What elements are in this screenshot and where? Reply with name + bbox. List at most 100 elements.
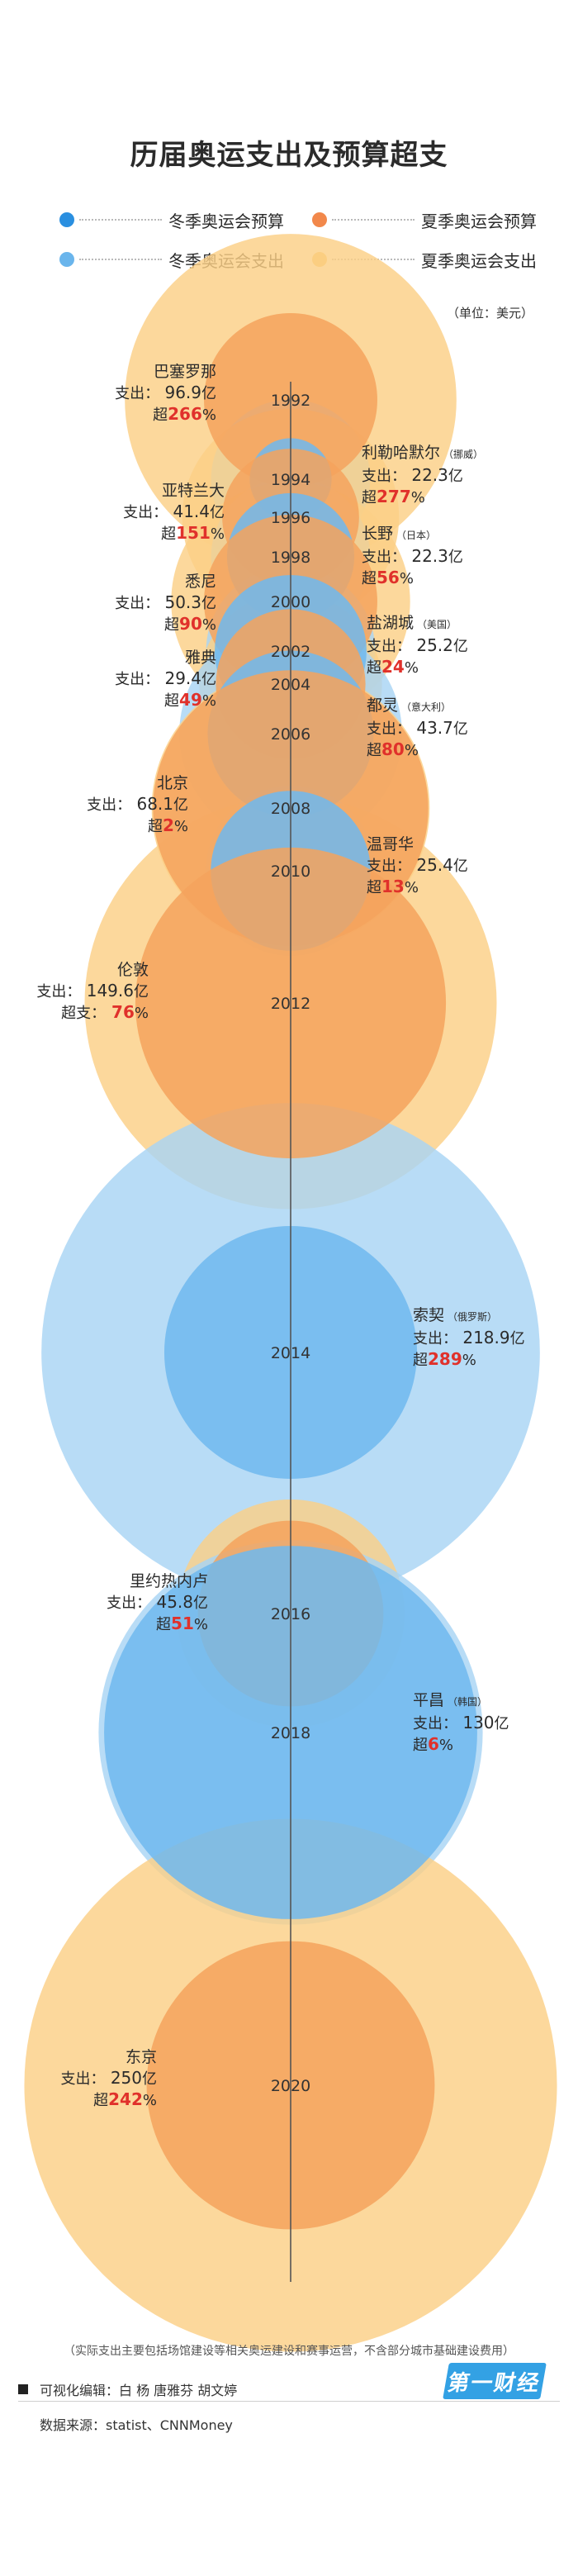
legend-connector — [332, 219, 415, 221]
game-label-2018: 平昌 （韩国） 支出： 130亿 超6% — [413, 1690, 509, 1756]
unit-label: （单位：美元） — [446, 306, 533, 321]
game-label-1994: 利勒哈默尔 （挪威） 支出： 22.3亿 超277% — [362, 443, 483, 508]
city-name: 北京 — [87, 773, 188, 794]
country-text: （意大利） — [401, 701, 452, 713]
legend-label-summer-budget: 夏季奥运会预算 — [421, 211, 537, 231]
country-text: （挪威） — [443, 449, 484, 460]
city-text: 巴塞罗那 — [153, 363, 216, 381]
spend-value: 支出： 218.9亿 — [413, 1328, 525, 1347]
overrun-value: 超289% — [413, 1349, 476, 1369]
spend-value: 支出： 29.4亿 — [115, 668, 216, 688]
city-name: 平昌 （韩国） — [413, 1690, 509, 1713]
city-name: 巴塞罗那 — [115, 362, 216, 383]
spend-value: 支出： 250亿 — [60, 2068, 157, 2088]
country-text: （俄罗斯） — [448, 1311, 498, 1323]
city-text: 雅典 — [184, 649, 216, 667]
game-label-2014: 索契 （俄罗斯） 支出： 218.9亿 超289% — [413, 1305, 525, 1371]
footer-divider — [18, 2401, 560, 2402]
legend-item-summer-budget: 夏季奥运会预算 — [312, 210, 537, 231]
year-label-2004: 2004 — [271, 676, 310, 694]
city-text: 悉尼 — [184, 573, 216, 591]
city-text: 索契 — [413, 1306, 445, 1324]
year-label-2018: 2018 — [271, 1724, 310, 1742]
data-source: 数据来源：statist、CNNMoney — [40, 2417, 233, 2433]
spend-value: 支出： 41.4亿 — [123, 501, 225, 521]
overrun-value: 超266% — [153, 404, 216, 424]
year-label-1992: 1992 — [271, 392, 310, 410]
city-name: 亚特兰大 — [123, 481, 225, 501]
year-label-2008: 2008 — [271, 800, 310, 818]
city-text: 亚特兰大 — [161, 482, 225, 500]
city-text: 长野 — [362, 525, 394, 543]
year-label-2012: 2012 — [271, 995, 310, 1013]
footnote: （实际支出主要包括场馆建设等相关奥运建设和赛事运营，不含部分城市基础建设费用） — [64, 2345, 514, 2358]
spend-value: 支出： 96.9亿 — [115, 383, 216, 402]
game-label-2008: 北京 支出： 68.1亿 超2% — [87, 773, 188, 837]
yicai-logo: 第一财经 — [443, 2363, 547, 2399]
overrun-value: 超2% — [147, 815, 188, 835]
spend-value: 支出： 25.4亿 — [367, 855, 468, 875]
game-label-2002: 盐湖城 （美国） 支出： 25.2亿 超24% — [367, 613, 468, 678]
year-label-2010: 2010 — [271, 863, 310, 881]
year-label-2006: 2006 — [271, 725, 310, 744]
overrun-value: 超90% — [164, 614, 216, 634]
spend-value: 支出： 43.7亿 — [367, 718, 468, 738]
legend-swatch-summer-budget — [312, 212, 327, 227]
spend-value: 支出： 149.6亿 — [36, 981, 149, 1000]
legend-item-winter-budget: 冬季奥运会预算 — [59, 210, 284, 231]
legend-label-winter-budget: 冬季奥运会预算 — [168, 211, 284, 231]
city-name: 长野 （日本） — [362, 524, 463, 546]
year-label-1998: 1998 — [271, 549, 310, 567]
country-text: （韩国） — [448, 1696, 488, 1708]
city-text: 东京 — [125, 2048, 157, 2066]
city-text: 都灵 — [367, 696, 399, 715]
spend-value: 支出： 22.3亿 — [362, 546, 463, 566]
page-title: 历届奥运支出及预算超支 — [130, 139, 448, 172]
spend-value: 支出： 25.2亿 — [367, 635, 468, 655]
year-label-2000: 2000 — [271, 593, 310, 611]
city-name: 温哥华 — [367, 834, 468, 855]
spend-value: 支出： 45.8亿 — [107, 1592, 208, 1612]
year-label-2020: 2020 — [271, 2077, 310, 2095]
city-text: 利勒哈默尔 — [362, 444, 441, 462]
spend-value: 支出： 22.3亿 — [362, 465, 463, 485]
city-name: 利勒哈默尔 （挪威） — [362, 443, 483, 465]
spend-value: 支出： 68.1亿 — [87, 794, 188, 814]
overrun-value: 超13% — [367, 877, 419, 896]
game-label-2012: 伦敦支出： 149.6亿超支： 76% — [36, 960, 149, 1024]
overrun-value: 超49% — [164, 690, 216, 710]
legend-swatch-winter-budget — [59, 212, 74, 227]
city-name: 盐湖城 （美国） — [367, 613, 468, 635]
overrun-value: 超277% — [362, 487, 425, 506]
city-name: 都灵 （意大利） — [367, 696, 468, 718]
game-label-1998: 长野 （日本） 支出： 22.3亿 超56% — [362, 524, 463, 589]
year-label-2014: 2014 — [271, 1344, 310, 1362]
game-label-2016: 里约热内卢 支出： 45.8亿 超51% — [107, 1571, 208, 1635]
overrun-value: 超支： 76% — [61, 1002, 149, 1022]
overrun-value: 超80% — [367, 739, 419, 759]
legend-connector — [79, 219, 162, 221]
country-text: （美国） — [417, 619, 457, 630]
legend-swatch-winter-spend — [59, 252, 74, 267]
credit: 可视化编辑：白 杨 唐雅芬 胡文婷 — [18, 2379, 237, 2399]
year-label-1994: 1994 — [271, 471, 310, 489]
game-label-1992: 巴塞罗那支出： 96.9亿超266% — [115, 362, 216, 425]
year-label-2002: 2002 — [271, 643, 310, 661]
overrun-value: 超6% — [413, 1734, 454, 1754]
city-name: 悉尼 — [115, 572, 216, 592]
city-name: 索契 （俄罗斯） — [413, 1305, 525, 1328]
city-text: 盐湖城 — [367, 614, 415, 632]
game-label-2004: 雅典 支出： 29.4亿 超49% — [115, 648, 216, 711]
credit-text: 可视化编辑：白 杨 唐雅芬 胡文婷 — [40, 2383, 238, 2398]
overrun-value: 超56% — [362, 568, 414, 587]
city-name: 伦敦 — [36, 960, 149, 981]
overrun-value: 超151% — [161, 523, 225, 543]
game-label-2010: 温哥华 支出： 25.4亿 超13% — [367, 834, 468, 898]
game-label-1996: 亚特兰大 支出： 41.4亿 超151% — [123, 481, 225, 544]
city-text: 伦敦 — [116, 961, 149, 979]
overrun-value: 超24% — [367, 657, 419, 677]
spend-value: 支出： 50.3亿 — [115, 592, 216, 612]
year-label-2016: 2016 — [271, 1605, 310, 1623]
legend-label-summer-spend: 夏季奥运会支出 — [421, 250, 537, 271]
